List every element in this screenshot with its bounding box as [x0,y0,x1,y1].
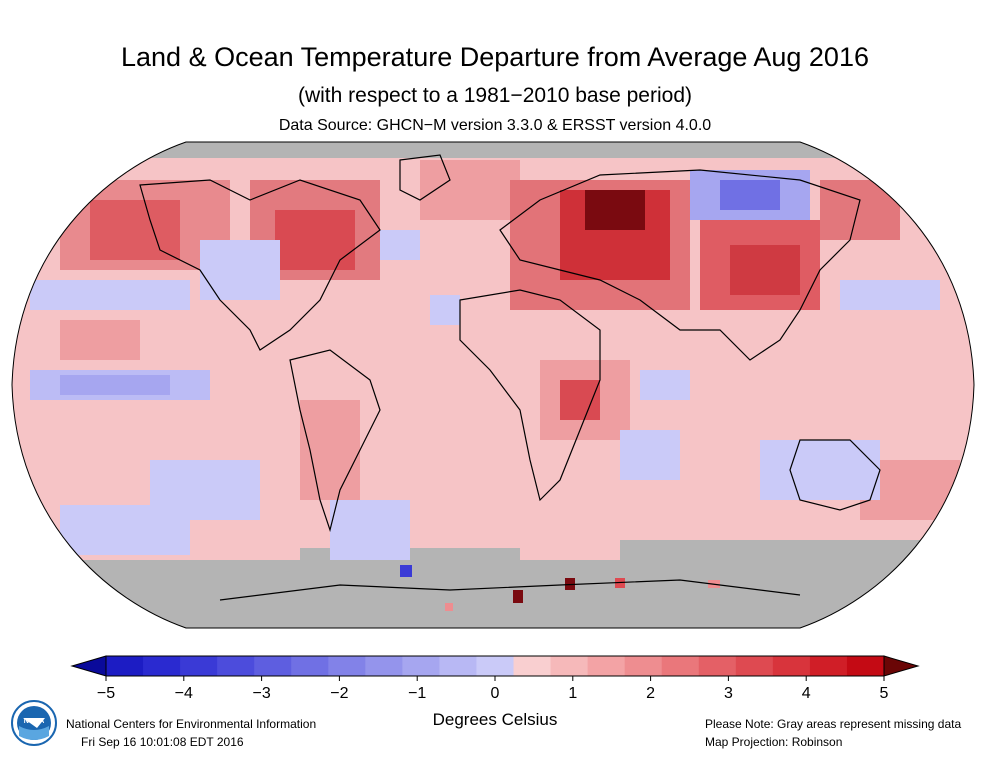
colorbar-swatch [698,656,737,676]
colorbar-units-label: Degrees Celsius [432,710,558,729]
colorbar-swatch [291,656,329,676]
colorbar-low-arrow [70,655,107,677]
colorbar-swatch [439,656,477,676]
colorbar-swatch [513,656,552,676]
colorbar-tick-label: 1 [568,685,577,702]
missing-data-note: Please Note: Gray areas represent missin… [705,717,962,731]
colorbar-swatch [365,656,403,676]
org-label: National Centers for Environmental Infor… [66,717,317,731]
colorbar-swatch [180,656,218,676]
projection-note: Map Projection: Robinson [705,735,843,749]
anomaly-western-russia [585,190,645,230]
colorbar-high-arrow [883,655,920,677]
colorbar-swatch [550,656,589,676]
colorbar-swatch [476,656,515,676]
page-subtitle: (with respect to a 1981−2010 base period… [297,84,692,107]
colorbar-tick-label: 2 [646,685,655,702]
colorbar-swatch [661,656,700,676]
colorbar-swatch [809,656,848,676]
colorbar-tick-label: 5 [880,685,889,702]
anomaly-field [12,142,974,628]
data-source: Data Source: GHCN−M version 3.3.0 & ERSS… [278,117,712,134]
noaa-logo-icon: NOAA [11,700,57,746]
colorbar-swatch [106,656,144,676]
colorbar-tick-label: −1 [408,685,426,702]
colorbar-swatch [624,656,663,676]
page-title: Land & Ocean Temperature Departure from … [121,42,869,72]
colorbar-tick-label: −4 [175,685,193,702]
colorbar-swatch [587,656,626,676]
colorbar-tick-label: 0 [491,685,500,702]
arctic-missing-area [12,142,974,158]
colorbar-swatch [735,656,774,676]
colorbar-tick-label: 3 [724,685,733,702]
timestamp-label: Fri Sep 16 10:01:08 EDT 2016 [81,735,244,749]
coastlines [139,154,881,601]
colorbar-swatch [217,656,255,676]
colorbar-tick-label: 4 [802,685,811,702]
colorbar-tick-label: −3 [252,685,270,702]
colorbar-swatch [254,656,292,676]
colorbar-swatch [772,656,811,676]
colorbar-swatch [143,656,181,676]
svg-text:NOAA: NOAA [24,718,45,725]
colorbar-swatch [402,656,440,676]
anomaly-antarctic-coast-spot [513,590,523,603]
colorbar-swatch [846,656,885,676]
colorbar-tick-label: −2 [330,685,348,702]
colorbar-tick-label: −5 [97,685,115,702]
colorbar-swatch [328,656,366,676]
map-border [11,141,975,629]
antarctic-missing-area [12,560,974,628]
